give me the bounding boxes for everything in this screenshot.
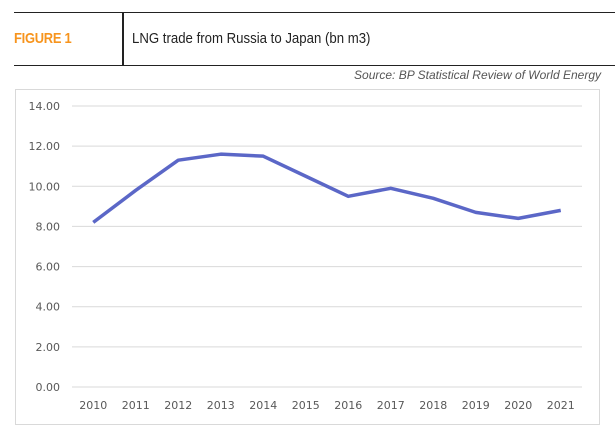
figure-label: FIGURE 1 [14, 30, 72, 47]
series-layer [92, 152, 562, 224]
gridlines [72, 105, 582, 388]
y-tick-label: 10.00 [29, 180, 61, 193]
x-tick-label: 2012 [164, 399, 192, 412]
x-tick-label: 2015 [292, 399, 320, 412]
y-tick-label: 8.00 [36, 220, 61, 233]
x-tick-label: 2018 [419, 399, 447, 412]
header-divider [122, 13, 124, 65]
figure-title: LNG trade from Russia to Japan (bn m3) [132, 30, 371, 47]
y-tick-label: 2.00 [36, 341, 61, 354]
x-tick-label: 2013 [207, 399, 235, 412]
x-tick-label: 2014 [249, 399, 277, 412]
series-line [92, 152, 562, 224]
x-tick-label: 2017 [377, 399, 405, 412]
x-tick-label: 2019 [462, 399, 490, 412]
x-tick-label: 2021 [547, 399, 575, 412]
y-tick-label: 0.00 [36, 381, 61, 394]
y-tick-label: 6.00 [36, 261, 61, 274]
source-note: Source: BP Statistical Review of World E… [354, 68, 601, 82]
x-tick-label: 2020 [504, 399, 532, 412]
chart-frame [15, 89, 600, 425]
x-tick-label: 2016 [334, 399, 362, 412]
y-tick-label: 14.00 [29, 100, 61, 113]
x-axis-ticks: 2010 2011 2012 2013 2014 2015 2016 2017 2018 2019… [79, 399, 575, 412]
y-tick-label: 4.00 [36, 301, 61, 314]
figure-header: FIGURE 1 LNG trade from Russia to Japan … [14, 12, 615, 66]
y-tick-label: 12.00 [29, 140, 61, 153]
x-tick-label: 2010 [79, 399, 107, 412]
x-tick-label: 2011 [122, 399, 150, 412]
y-axis-ticks: 0.00 2.00 4.00 6.00 8.00 10.00 12.00 14.00 [29, 100, 61, 394]
